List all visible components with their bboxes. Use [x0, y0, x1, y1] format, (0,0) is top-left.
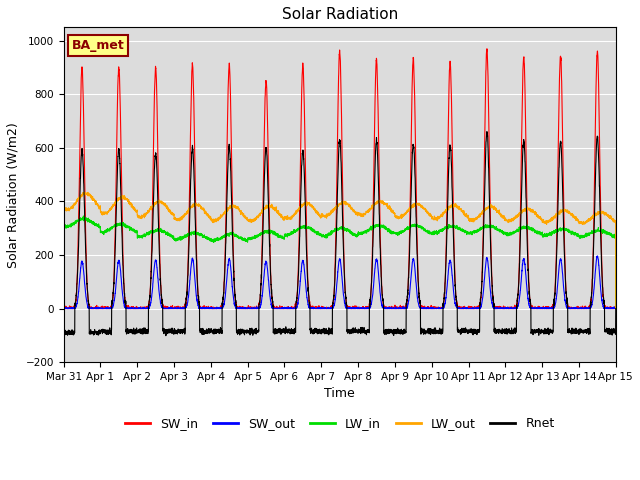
- SW_in: [612, 306, 620, 312]
- Rnet: [611, 330, 619, 336]
- LW_in: [495, 227, 502, 233]
- Rnet: [159, 327, 166, 333]
- SW_out: [433, 306, 440, 312]
- LW_out: [319, 213, 327, 218]
- Rnet: [612, 306, 620, 312]
- SW_in: [463, 306, 471, 312]
- Rnet: [433, 330, 441, 336]
- SW_out: [594, 253, 602, 259]
- SW_in: [433, 306, 440, 312]
- LW_in: [319, 233, 327, 239]
- Rnet: [495, 327, 503, 333]
- Line: Rnet: Rnet: [63, 132, 616, 336]
- LW_in: [79, 213, 87, 219]
- Title: Solar Radiation: Solar Radiation: [282, 7, 398, 22]
- LW_out: [433, 216, 441, 222]
- LW_out: [611, 218, 619, 224]
- LW_out: [159, 200, 167, 206]
- LW_out: [612, 306, 620, 312]
- SW_out: [495, 305, 502, 311]
- SW_in: [483, 46, 491, 52]
- Rnet: [319, 326, 327, 332]
- Rnet: [483, 129, 491, 134]
- LW_in: [463, 229, 471, 235]
- Line: SW_out: SW_out: [63, 256, 616, 309]
- LW_out: [495, 210, 502, 216]
- SW_in: [60, 306, 67, 312]
- SW_in: [495, 305, 502, 311]
- Text: BA_met: BA_met: [72, 39, 125, 52]
- LW_out: [84, 190, 92, 195]
- Line: SW_in: SW_in: [63, 49, 616, 309]
- SW_out: [319, 305, 327, 311]
- SW_out: [611, 305, 619, 311]
- Legend: SW_in, SW_out, LW_in, LW_out, Rnet: SW_in, SW_out, LW_in, LW_out, Rnet: [120, 412, 559, 435]
- X-axis label: Time: Time: [324, 387, 355, 400]
- LW_in: [612, 306, 620, 312]
- Rnet: [60, 329, 67, 335]
- LW_in: [60, 224, 67, 230]
- LW_in: [611, 233, 619, 239]
- SW_out: [612, 306, 620, 312]
- LW_in: [433, 230, 441, 236]
- SW_out: [60, 306, 67, 312]
- SW_in: [319, 306, 327, 312]
- Rnet: [162, 333, 170, 338]
- LW_in: [159, 228, 167, 234]
- SW_in: [611, 304, 619, 310]
- Line: LW_in: LW_in: [63, 216, 616, 309]
- SW_out: [159, 305, 166, 311]
- Rnet: [463, 330, 471, 336]
- SW_out: [463, 306, 471, 312]
- SW_in: [159, 304, 166, 310]
- Y-axis label: Solar Radiation (W/m2): Solar Radiation (W/m2): [7, 122, 20, 267]
- LW_out: [463, 213, 471, 219]
- Line: LW_out: LW_out: [63, 192, 616, 309]
- LW_out: [60, 204, 67, 210]
